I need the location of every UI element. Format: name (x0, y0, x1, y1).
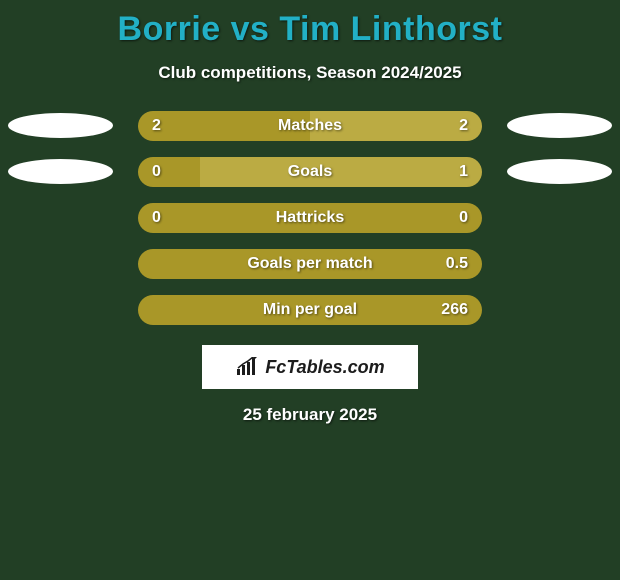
player-photo-left (8, 113, 113, 138)
stat-value-right: 266 (441, 295, 468, 325)
stat-bar: 00Hattricks (138, 203, 482, 233)
stat-value-right: 0 (459, 203, 468, 233)
stat-bar: 01Goals (138, 157, 482, 187)
stat-row: 00Hattricks (0, 203, 620, 233)
bar-segment-left (138, 249, 482, 279)
logo-text: FcTables.com (265, 357, 384, 378)
stat-value-left: 0 (152, 157, 161, 187)
stat-row: 01Goals (0, 157, 620, 187)
page-subtitle: Club competitions, Season 2024/2025 (0, 63, 620, 83)
stat-value-left: 0 (152, 203, 161, 233)
page-title: Borrie vs Tim Linthorst (0, 0, 620, 49)
bar-chart-icon (235, 357, 259, 377)
bar-segment-left (138, 295, 482, 325)
bar-segment-left (138, 203, 482, 233)
stat-bar: 266Min per goal (138, 295, 482, 325)
stat-value-right: 0.5 (446, 249, 468, 279)
player-photo-left (8, 159, 113, 184)
bar-segment-right (310, 111, 482, 141)
bar-segment-right (200, 157, 482, 187)
player-photo-right (507, 113, 612, 138)
comparison-infographic: Borrie vs Tim Linthorst Club competition… (0, 0, 620, 580)
stat-rows-container: 22Matches01Goals00Hattricks0.5Goals per … (0, 111, 620, 325)
player-photo-right (507, 159, 612, 184)
stat-bar: 0.5Goals per match (138, 249, 482, 279)
stat-bar: 22Matches (138, 111, 482, 141)
stat-value-right: 1 (459, 157, 468, 187)
footer-date: 25 february 2025 (0, 405, 620, 425)
stat-row: 266Min per goal (0, 295, 620, 325)
stat-value-left: 2 (152, 111, 161, 141)
stat-row: 22Matches (0, 111, 620, 141)
site-logo: FcTables.com (202, 345, 418, 389)
stat-row: 0.5Goals per match (0, 249, 620, 279)
bar-segment-left (138, 111, 310, 141)
stat-value-right: 2 (459, 111, 468, 141)
bar-segment-left (138, 157, 200, 187)
